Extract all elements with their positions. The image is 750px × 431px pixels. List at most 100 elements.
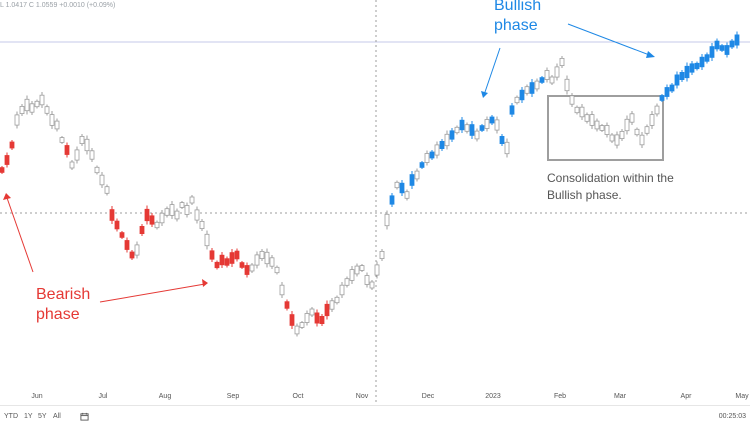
bearish-arrow-1-head (3, 193, 11, 200)
price-bar (34, 100, 40, 108)
bearish-arrow-2 (99, 283, 206, 303)
price-chart: Jun Jul Aug Sep Oct Nov Dec 2023 Feb Mar Apr May (0, 0, 750, 405)
price-bar (719, 45, 725, 51)
x-axis-label: Oct (293, 393, 304, 400)
price-bar (189, 196, 195, 204)
bullish-label-line2: phase (494, 17, 538, 34)
price-bar (259, 250, 265, 259)
price-bar (64, 145, 70, 155)
range-1y-button[interactable]: 1Y (24, 413, 33, 420)
price-bar (264, 251, 270, 265)
price-bar (489, 116, 495, 124)
bullish-arrow-2 (567, 23, 653, 57)
price-bar (519, 89, 525, 101)
bearish-label: Bearish phase (36, 285, 90, 325)
price-bar (284, 301, 290, 309)
price-bar (334, 296, 340, 304)
price-bar (644, 126, 650, 134)
bullish-arrows (481, 23, 655, 98)
price-bar (684, 65, 690, 79)
price-bar (369, 281, 375, 289)
price-bar (364, 275, 370, 285)
price-bar (654, 105, 660, 115)
price-bar (279, 284, 285, 296)
price-bar (74, 149, 80, 161)
calendar-icon[interactable] (80, 412, 89, 421)
price-bar (669, 84, 675, 92)
price-bar (384, 213, 390, 227)
price-bar (564, 78, 570, 92)
price-bar (589, 114, 595, 126)
price-bar (19, 106, 25, 115)
x-axis-label: Jun (31, 393, 42, 400)
price-bar (389, 195, 395, 205)
price-bar (544, 70, 550, 80)
consolidation-box (547, 95, 664, 161)
consolidation-label-line1: Consolidation within the (547, 171, 674, 185)
price-bar (569, 95, 575, 105)
price-bar (509, 105, 515, 115)
ohlc-text: L 1.0417 C 1.0559 +0.0010 (+0.09%) (0, 2, 116, 9)
price-bar (649, 114, 655, 126)
price-bar (94, 166, 100, 174)
price-bar (494, 119, 500, 131)
price-bar (539, 77, 545, 83)
price-bar (514, 96, 520, 104)
price-bar (459, 119, 465, 131)
x-axis-label: Dec (422, 393, 435, 400)
price-bar (99, 174, 105, 186)
price-bar (449, 130, 455, 140)
price-bar (254, 254, 260, 266)
price-bar (49, 114, 55, 126)
x-axis-labels: Jun Jul Aug Sep Oct Nov Dec 2023 Feb Mar Apr May (31, 393, 749, 400)
price-bar (694, 62, 700, 70)
price-bar (464, 124, 470, 132)
bearish-label-line1: Bearish (36, 286, 91, 303)
price-bar (149, 215, 155, 225)
price-bar (619, 130, 625, 139)
price-bar (709, 46, 715, 58)
consolidation-label: Consolidation within the Bullish phase. (547, 170, 674, 204)
range-5y-button[interactable]: 5Y (38, 413, 47, 420)
price-bar (274, 266, 280, 274)
price-bar (59, 137, 65, 143)
consolidation-label-line2: Bullish phase. (547, 188, 622, 202)
range-ytd-button[interactable]: YTD (4, 413, 18, 420)
price-bar (689, 63, 695, 73)
price-bar (289, 314, 295, 326)
price-bar (164, 208, 170, 216)
price-bar (4, 155, 10, 165)
price-bar (604, 125, 610, 135)
price-bar (664, 87, 670, 97)
price-bar (324, 303, 330, 317)
range-all-button[interactable]: All (53, 413, 61, 420)
price-bar (484, 119, 490, 129)
price-bar (454, 126, 460, 134)
price-bar (729, 40, 735, 48)
price-bar (554, 66, 560, 78)
bearish-arrows (3, 193, 208, 303)
price-bar (14, 114, 20, 126)
price-bar (154, 221, 160, 229)
price-bar (624, 118, 630, 132)
x-axis-label: Jul (99, 393, 108, 400)
bullish-label: Bullish phase (494, 0, 541, 36)
price-bar (84, 138, 90, 152)
price-bar (584, 114, 590, 122)
price-bar (299, 322, 305, 328)
price-bar (169, 204, 175, 216)
price-bar (219, 254, 225, 266)
price-bar (139, 225, 145, 234)
price-bar (214, 261, 220, 269)
price-bar (109, 209, 115, 221)
price-bar (144, 208, 150, 222)
price-bars (0, 31, 740, 337)
price-bar (344, 278, 350, 286)
price-bar (499, 135, 505, 144)
price-bar (114, 220, 120, 230)
price-bar (174, 210, 180, 220)
price-bar (119, 232, 125, 238)
price-bar (734, 34, 740, 46)
price-bar (249, 264, 255, 272)
price-bar (474, 130, 480, 140)
